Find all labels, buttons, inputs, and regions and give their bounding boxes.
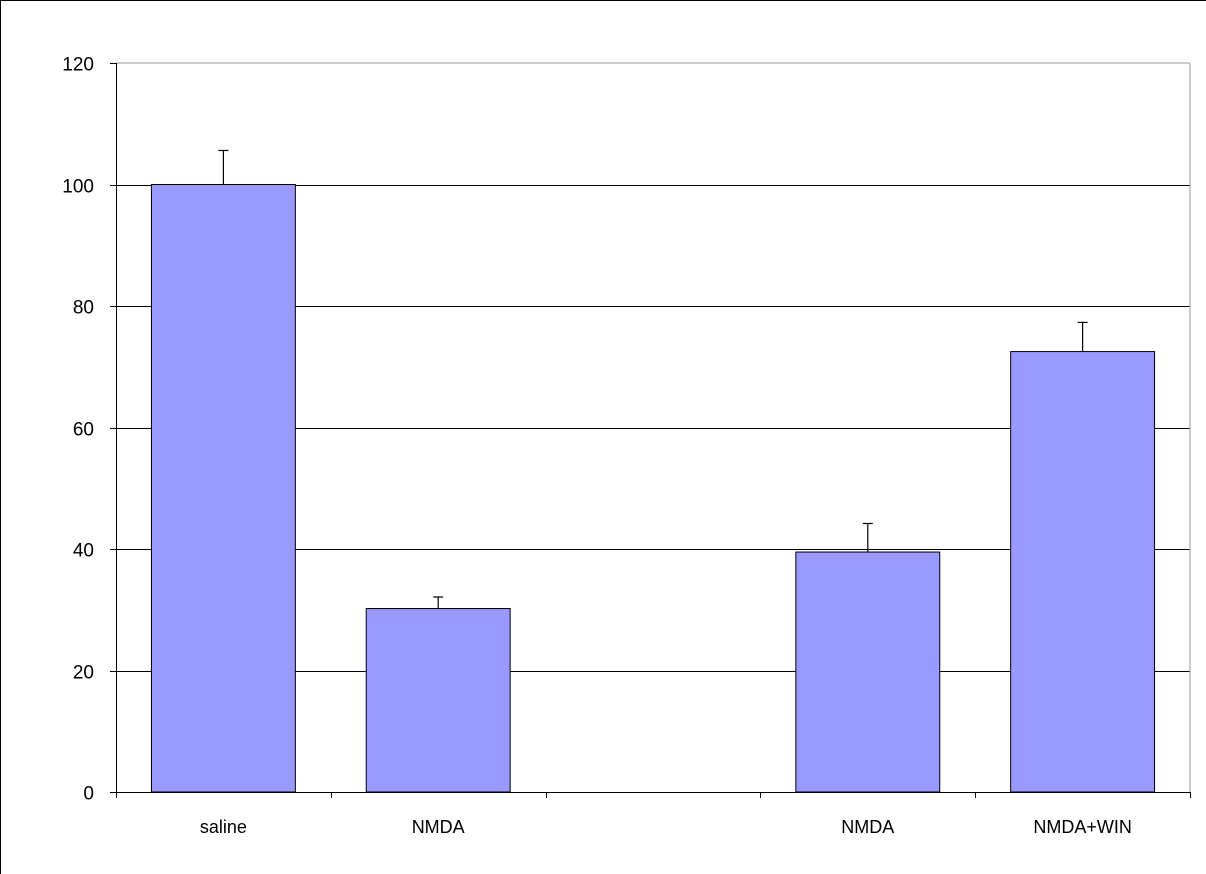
x-tick-label: NMDA — [841, 817, 894, 837]
error-bars — [218, 149, 1088, 609]
bar — [150, 184, 296, 793]
tick-labels: 0 20 40 60 80 100 120 saline NMDA NMDA NMDA+WIN — [62, 55, 1132, 838]
y-tick-label: 80 — [73, 298, 94, 319]
y-tick-label: 20 — [73, 663, 94, 684]
bar — [1010, 351, 1156, 793]
x-tick-label: saline — [200, 817, 247, 837]
y-tick-label: 40 — [73, 541, 94, 562]
bar — [365, 608, 511, 793]
bar — [795, 551, 941, 793]
x-tick-label: NMDA+WIN — [1033, 817, 1132, 837]
y-tick-label: 100 — [62, 177, 94, 198]
y-tick-label: 120 — [62, 55, 94, 76]
bars — [150, 184, 1156, 793]
y-tick-label: 0 — [83, 784, 94, 805]
x-tick-label: NMDA — [412, 817, 465, 837]
axes — [110, 62, 1191, 798]
y-tick-label: 60 — [73, 420, 94, 441]
